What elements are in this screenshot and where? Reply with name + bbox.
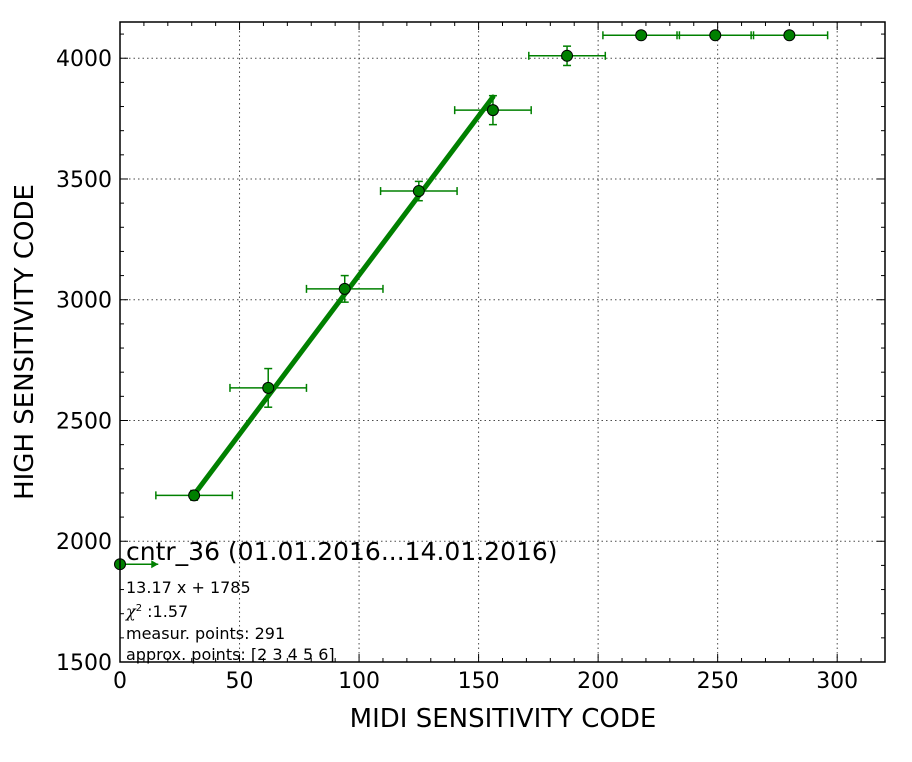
data-point: [262, 381, 275, 394]
y-tick-label: 4000: [56, 47, 112, 72]
chi-exponent: 2: [136, 603, 142, 614]
minor-ticks: [119, 22, 885, 663]
fit-layer: [191, 94, 496, 498]
x-tick-label: 50: [226, 669, 254, 694]
y-tick-label: 3000: [56, 289, 112, 314]
x-error-arrow: [151, 560, 159, 569]
data-point: [188, 489, 201, 502]
data-point: [561, 49, 574, 62]
y-tick-label: 1500: [56, 651, 112, 676]
x-axis-label: MIDI SENSITIVITY CODE: [350, 704, 657, 734]
annotation-measur-points: measur. points: 291: [126, 624, 285, 643]
grid: [120, 22, 885, 662]
data-point: [783, 29, 796, 42]
annotation-title: cntr_36 (01.01.2016...14.01.2016): [126, 537, 558, 566]
x-tick-labels: 0 50 100 150 200 250 300: [113, 669, 858, 694]
data-point: [709, 29, 722, 42]
annotation-chi-squared: χ2 :1.57: [125, 602, 188, 621]
chi-symbol: χ: [125, 602, 137, 621]
y-tick-label: 2500: [56, 409, 112, 434]
data-point: [412, 185, 425, 198]
annotation-equation: 13.17 x + 1785: [126, 578, 251, 597]
annotation-approx-points: approx. points: [2 3 4 5 6]: [126, 645, 335, 664]
y-tick-labels: 1500 2000 2500 3000 3500 4000: [56, 47, 112, 676]
fit-line: [191, 94, 496, 498]
x-tick-label: 300: [816, 669, 858, 694]
y-tick-label: 3500: [56, 168, 112, 193]
chi-value: :1.57: [142, 602, 188, 621]
y-axis-label: HIGH SENSITIVITY CODE: [10, 184, 40, 500]
data-points: [114, 29, 796, 571]
x-tick-label: 150: [458, 669, 500, 694]
plot-frame: [119, 21, 886, 663]
x-tick-label: 100: [338, 669, 380, 694]
data-point: [635, 29, 648, 42]
x-tick-label: 0: [113, 669, 127, 694]
error-bars: [120, 31, 829, 569]
y-tick-label: 2000: [56, 530, 112, 555]
x-tick-label: 250: [697, 669, 739, 694]
data-point: [338, 282, 351, 295]
fit-annotation: cntr_36 (01.01.2016...14.01.2016) 13.17 …: [125, 537, 558, 664]
x-tick-label: 200: [577, 669, 619, 694]
data-point: [486, 104, 499, 117]
